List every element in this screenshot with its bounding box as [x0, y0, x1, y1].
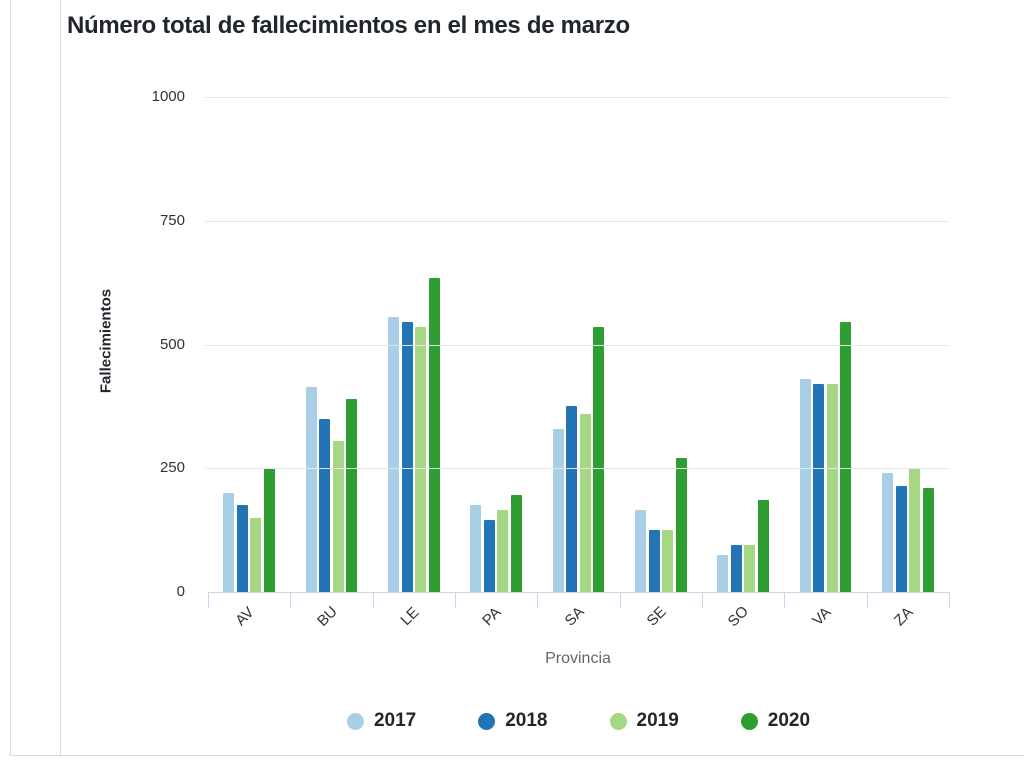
legend-marker-icon — [609, 712, 627, 730]
x-axis-tick — [866, 593, 868, 608]
bar-group-pa — [455, 97, 537, 592]
legend-label-2018: 2018 — [505, 710, 548, 731]
bar-av-2017[interactable] — [223, 493, 235, 592]
bar-se-2017[interactable] — [635, 510, 647, 592]
bar-av-2018[interactable] — [236, 505, 248, 592]
x-axis-labels: AV BU LE PA SA SE SO VA ZA — [208, 592, 949, 642]
legend-marker-icon — [740, 712, 758, 730]
bar-bu-2018[interactable] — [319, 418, 331, 592]
bar-so-2020[interactable] — [757, 500, 769, 592]
chart-title: Número total de fallecimientos en el mes… — [67, 12, 630, 39]
bar-av-2020[interactable] — [263, 468, 275, 592]
bar-le-2020[interactable] — [428, 277, 440, 592]
legend-label-2019: 2019 — [636, 710, 679, 731]
x-axis-tick — [208, 593, 209, 608]
legend-item-2017[interactable]: 2017 — [346, 710, 417, 732]
gridline-250 — [205, 468, 949, 470]
bar-group-av — [208, 97, 290, 592]
legend-item-2020[interactable]: 2020 — [740, 710, 811, 732]
bar-bu-2020[interactable] — [346, 398, 358, 592]
legend-label-2017: 2017 — [373, 710, 417, 731]
x-axis-title: Provincia — [545, 650, 611, 667]
bar-za-2020[interactable] — [922, 488, 934, 592]
x-tick-label-pa: PA — [479, 603, 505, 630]
bar-so-2017[interactable] — [717, 554, 729, 592]
gridline-500 — [205, 344, 949, 346]
bar-group-le — [373, 97, 455, 592]
y-tick-label-250: 250 — [159, 459, 185, 477]
y-tick-label-750: 750 — [159, 211, 185, 229]
x-axis-tick — [784, 593, 786, 608]
bar-le-2018[interactable] — [401, 322, 413, 592]
x-tick-label-za: ZA — [890, 603, 917, 630]
x-tick-label-so: SO — [724, 602, 753, 631]
bar-za-2018[interactable] — [895, 485, 907, 592]
x-tick-label-sa: SA — [561, 603, 588, 630]
x-axis-tick — [372, 593, 374, 608]
outer-left-border — [10, 0, 11, 756]
bar-sa-2020[interactable] — [593, 327, 605, 592]
x-tick-label-se: SE — [643, 603, 670, 630]
bar-le-2017[interactable] — [388, 317, 400, 592]
x-axis-line — [208, 592, 950, 593]
bar-group-bu — [290, 97, 372, 592]
x-axis-tick — [702, 593, 703, 608]
bar-bu-2019[interactable] — [332, 441, 344, 592]
bar-se-2020[interactable] — [675, 458, 687, 592]
bar-group-va — [784, 97, 866, 592]
bar-se-2018[interactable] — [648, 530, 660, 592]
bar-sa-2017[interactable] — [552, 428, 564, 592]
bar-sa-2019[interactable] — [579, 413, 591, 592]
bar-group-sa — [537, 97, 619, 592]
x-tick-label-av: AV — [232, 603, 258, 630]
legend-item-2018[interactable]: 2018 — [478, 710, 548, 732]
x-axis-tick — [537, 593, 539, 608]
x-tick-label-va: VA — [808, 603, 835, 630]
bar-pa-2017[interactable] — [470, 505, 482, 592]
x-axis — [208, 592, 950, 608]
bar-bu-2017[interactable] — [305, 386, 317, 592]
plot-area — [205, 97, 949, 592]
bar-va-2017[interactable] — [799, 379, 811, 592]
legend-marker-icon — [346, 712, 364, 730]
legend-label-2020: 2020 — [767, 710, 811, 731]
bar-va-2020[interactable] — [840, 322, 852, 592]
bar-se-2019[interactable] — [662, 530, 674, 592]
gridline-750 — [205, 220, 949, 222]
bar-group-se — [620, 97, 702, 592]
bar-pa-2019[interactable] — [497, 510, 509, 592]
gridline-1000 — [205, 97, 949, 98]
bar-va-2019[interactable] — [826, 384, 838, 592]
bar-av-2019[interactable] — [250, 517, 262, 592]
bar-group-so — [702, 97, 784, 592]
bar-so-2019[interactable] — [744, 544, 756, 592]
y-tick-label-500: 500 — [159, 335, 185, 353]
x-tick-label-bu: BU — [313, 603, 341, 630]
y-tick-label-0: 0 — [176, 583, 185, 600]
x-axis-tick — [455, 593, 456, 608]
bar-pa-2020[interactable] — [510, 495, 522, 592]
panel-left-border — [60, 0, 61, 756]
x-axis-tick — [619, 593, 621, 608]
legend: 2017 2018 2019 2020 — [208, 710, 949, 732]
x-tick-label-le: LE — [397, 603, 423, 630]
bar-va-2018[interactable] — [813, 384, 825, 592]
panel-bottom-border — [10, 755, 1024, 756]
y-tick-label-1000: 1000 — [151, 88, 185, 105]
y-axis-labels: 0 250 500 750 1000 — [60, 88, 185, 600]
bar-sa-2018[interactable] — [566, 406, 578, 592]
bar-so-2018[interactable] — [730, 544, 742, 592]
bar-za-2017[interactable] — [882, 473, 894, 592]
bars-layer — [208, 97, 949, 592]
x-axis-tick — [949, 593, 950, 608]
bar-group-za — [867, 97, 949, 592]
bar-le-2019[interactable] — [415, 327, 427, 592]
legend-item-2019[interactable]: 2019 — [609, 710, 679, 732]
x-axis-tick — [290, 593, 292, 608]
legend-marker-icon — [478, 712, 496, 730]
bar-pa-2018[interactable] — [483, 520, 495, 592]
bar-za-2019[interactable] — [909, 468, 921, 592]
